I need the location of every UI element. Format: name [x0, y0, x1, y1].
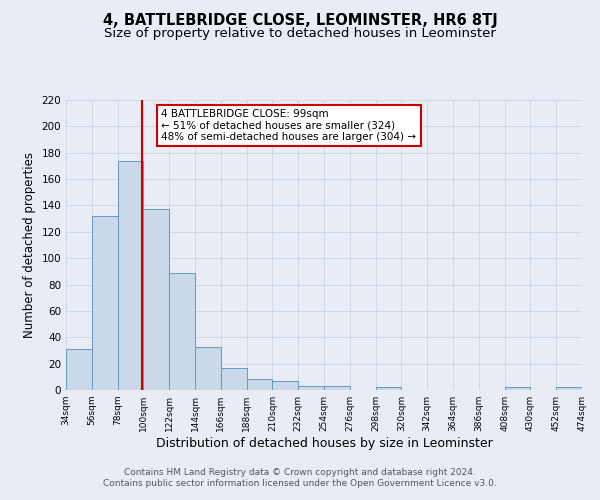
Bar	[247, 380, 272, 390]
Text: Size of property relative to detached houses in Leominster: Size of property relative to detached ho…	[104, 28, 496, 40]
Bar	[298, 386, 324, 390]
Bar	[118, 160, 143, 390]
Y-axis label: Number of detached properties: Number of detached properties	[23, 152, 36, 338]
Bar	[143, 210, 169, 390]
Bar	[272, 381, 298, 390]
X-axis label: Distribution of detached houses by size in Leominster: Distribution of detached houses by size …	[155, 437, 493, 450]
Text: 4 BATTLEBRIDGE CLOSE: 99sqm
← 51% of detached houses are smaller (324)
48% of se: 4 BATTLEBRIDGE CLOSE: 99sqm ← 51% of det…	[161, 108, 416, 142]
Text: 4, BATTLEBRIDGE CLOSE, LEOMINSTER, HR6 8TJ: 4, BATTLEBRIDGE CLOSE, LEOMINSTER, HR6 8…	[103, 12, 497, 28]
Bar	[556, 388, 582, 390]
Text: Contains HM Land Registry data © Crown copyright and database right 2024.
Contai: Contains HM Land Registry data © Crown c…	[103, 468, 497, 487]
Bar	[92, 216, 118, 390]
Bar	[66, 349, 92, 390]
Bar	[195, 346, 221, 390]
Bar	[324, 386, 350, 390]
Bar	[169, 272, 195, 390]
Bar	[376, 388, 401, 390]
Bar	[505, 388, 530, 390]
Bar	[221, 368, 247, 390]
